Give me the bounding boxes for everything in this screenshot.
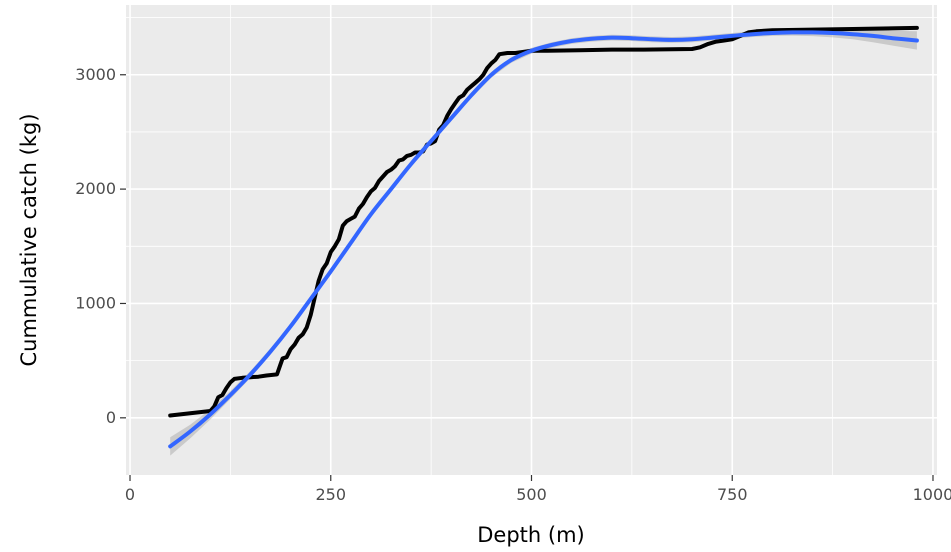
- y-tick-label: 1000: [75, 293, 116, 312]
- x-tick-label: 1000: [913, 485, 951, 504]
- y-tick-label: 0: [106, 408, 116, 427]
- grid-major: [126, 5, 937, 475]
- y-tick-label: 2000: [75, 179, 116, 198]
- x-tick-label: 500: [516, 485, 547, 504]
- y-axis-title: Cummulative catch (kg): [17, 113, 41, 366]
- cumulative-catch-line: [168, 25, 919, 418]
- x-tick-label: 750: [717, 485, 748, 504]
- x-axis-title: Depth (m): [477, 523, 584, 547]
- y-tick-labels: 0 1000 2000 3000: [75, 65, 116, 427]
- smooth-trend-line: [168, 30, 919, 449]
- axis-ticks: [120, 74, 934, 481]
- x-tick-label: 250: [315, 485, 346, 504]
- x-tick-label: 0: [125, 485, 135, 504]
- x-tick-labels: 0 250 500 750 1000: [125, 485, 951, 504]
- y-tick-label: 3000: [75, 65, 116, 84]
